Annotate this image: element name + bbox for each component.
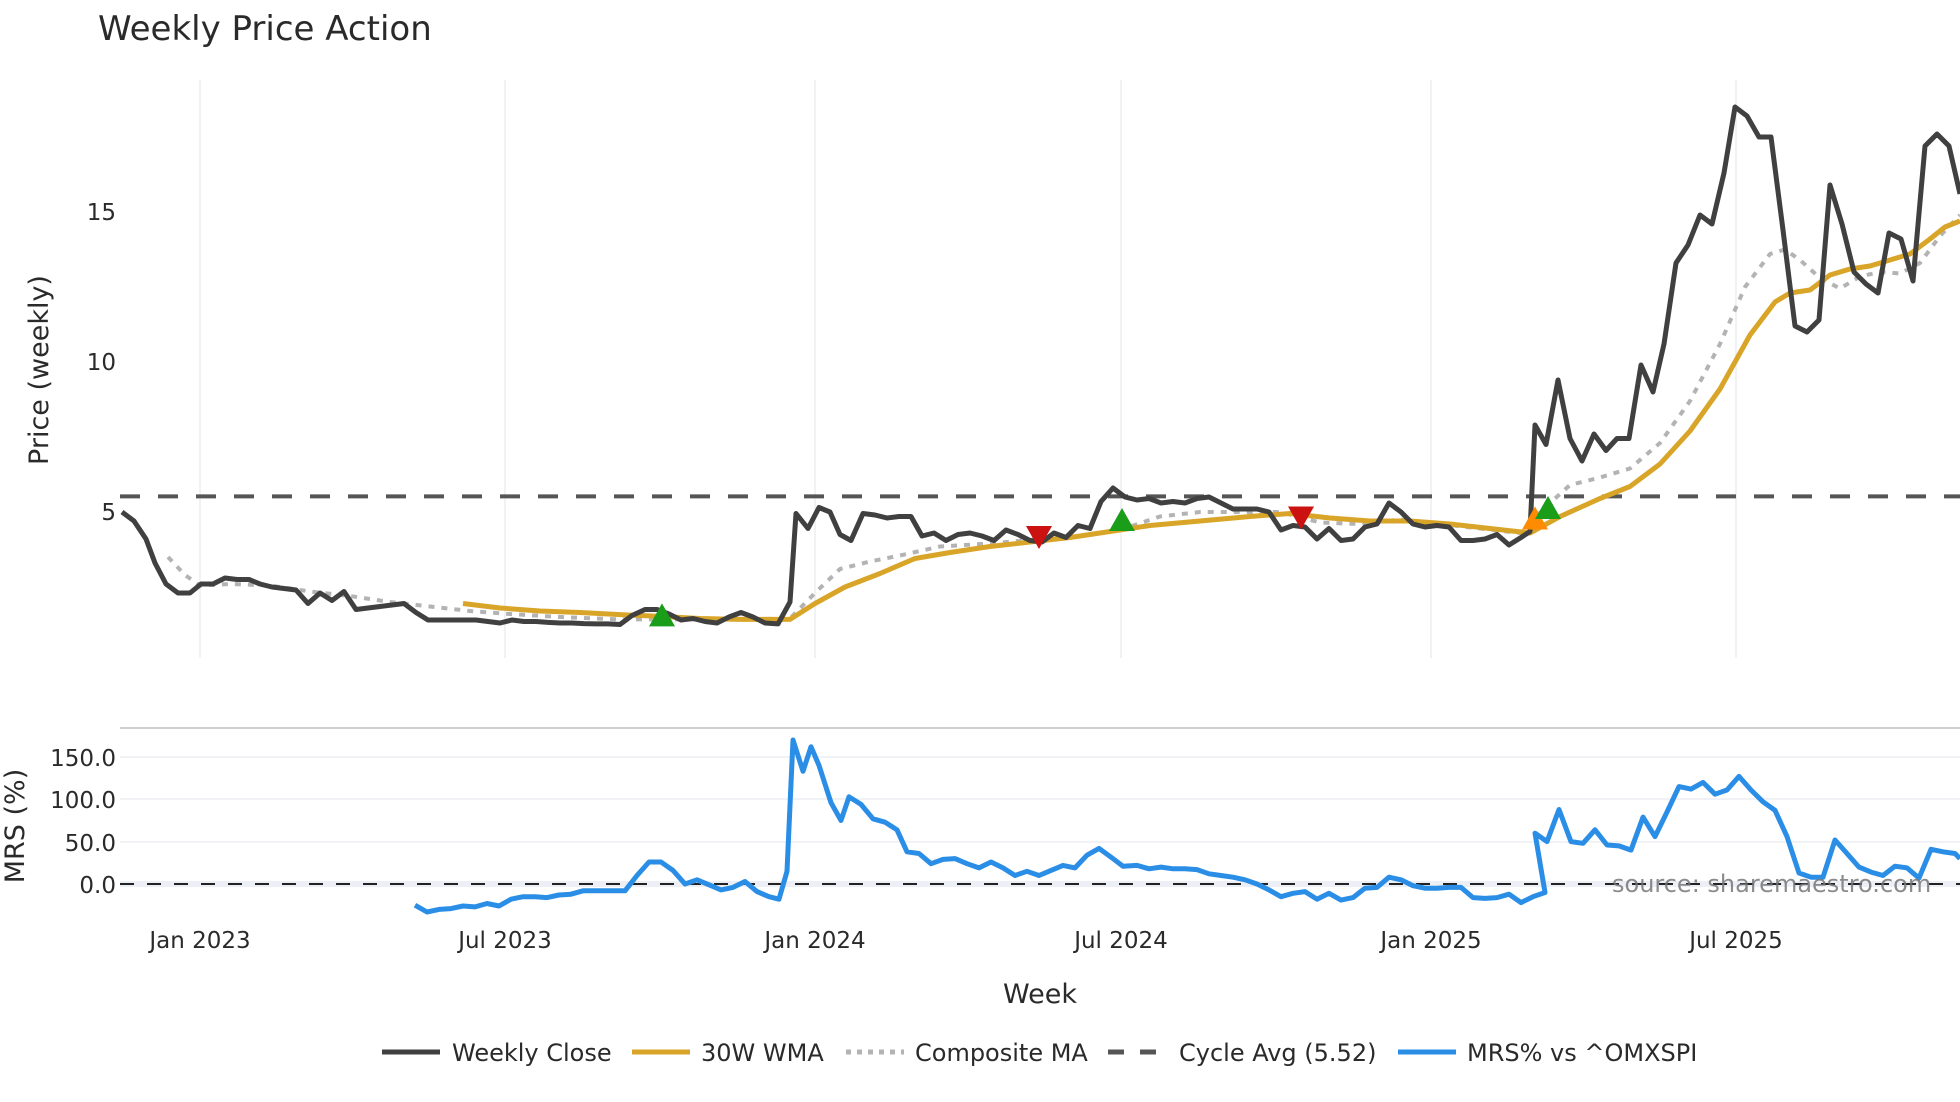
legend-label: 30W WMA	[701, 1039, 824, 1067]
mrs-line	[413, 737, 1960, 915]
triangle-down-icon	[1288, 506, 1314, 530]
x-tick-jul-2023: Jul 2023	[456, 928, 552, 954]
weekly-close-line	[120, 104, 1960, 627]
triangle-up-icon	[649, 603, 675, 627]
composite-ma-line	[166, 213, 1960, 622]
chart-title: Weekly Price Action	[98, 9, 432, 49]
triangle-up-icon	[1535, 496, 1561, 519]
mrs-tick-0: 0.0	[79, 873, 116, 899]
legend-label: Cycle Avg (5.52)	[1179, 1039, 1376, 1067]
price-y-ticks: 15 10 5	[87, 200, 116, 526]
price-tick-10: 10	[87, 350, 116, 376]
legend-item-weekly-close[interactable]: Weekly Close	[382, 1039, 612, 1067]
30w-wma-line	[462, 218, 1960, 622]
triangle-up-icon	[1522, 506, 1548, 530]
triangle-up-icon	[1109, 508, 1135, 531]
x-tick-jan-2025: Jan 2025	[1378, 928, 1481, 954]
legend-label: Weekly Close	[452, 1039, 612, 1067]
x-tick-jul-2025: Jul 2025	[1687, 928, 1783, 954]
price-gridlines	[199, 80, 1737, 658]
x-axis-label: Week	[1003, 979, 1077, 1010]
price-y-axis-label: Price (weekly)	[24, 275, 55, 465]
legend-label: Composite MA	[915, 1039, 1088, 1067]
mrs-tick-150: 150.0	[50, 746, 116, 772]
mrs-tick-50: 50.0	[65, 831, 116, 857]
source-annotation: source: sharemaestro.com	[1612, 870, 1931, 898]
legend-item-mrs[interactable]: MRS% vs ^OMXSPI	[1398, 1039, 1697, 1067]
mrs-tick-100: 100.0	[50, 788, 116, 814]
price-tick-5: 5	[101, 500, 116, 526]
mrs-y-axis-label: MRS (%)	[0, 769, 31, 884]
legend-item-cycle-avg[interactable]: Cycle Avg (5.52)	[1108, 1039, 1376, 1067]
legend-item-30w-wma[interactable]: 30W WMA	[632, 1039, 824, 1067]
x-tick-jan-2024: Jan 2024	[762, 928, 865, 954]
x-tick-jan-2023: Jan 2023	[147, 928, 250, 954]
mrs-series-group	[413, 737, 1960, 915]
x-axis-ticks: Jan 2023 Jul 2023 Jan 2024 Jul 2024 Jan …	[147, 928, 1782, 954]
mrs-y-ticks: 150.0 100.0 50.0 0.0	[50, 746, 116, 899]
legend-item-composite-ma[interactable]: Composite MA	[846, 1039, 1088, 1067]
price-tick-15: 15	[87, 200, 116, 226]
x-tick-jul-2024: Jul 2024	[1072, 928, 1168, 954]
legend-label: MRS% vs ^OMXSPI	[1467, 1039, 1697, 1067]
triangle-down-icon	[1026, 526, 1052, 549]
signal-markers-group	[649, 496, 1561, 627]
legend: Weekly Close 30W WMA Composite MA Cycle …	[382, 1039, 1697, 1067]
mrs-gridlines	[120, 756, 1960, 887]
